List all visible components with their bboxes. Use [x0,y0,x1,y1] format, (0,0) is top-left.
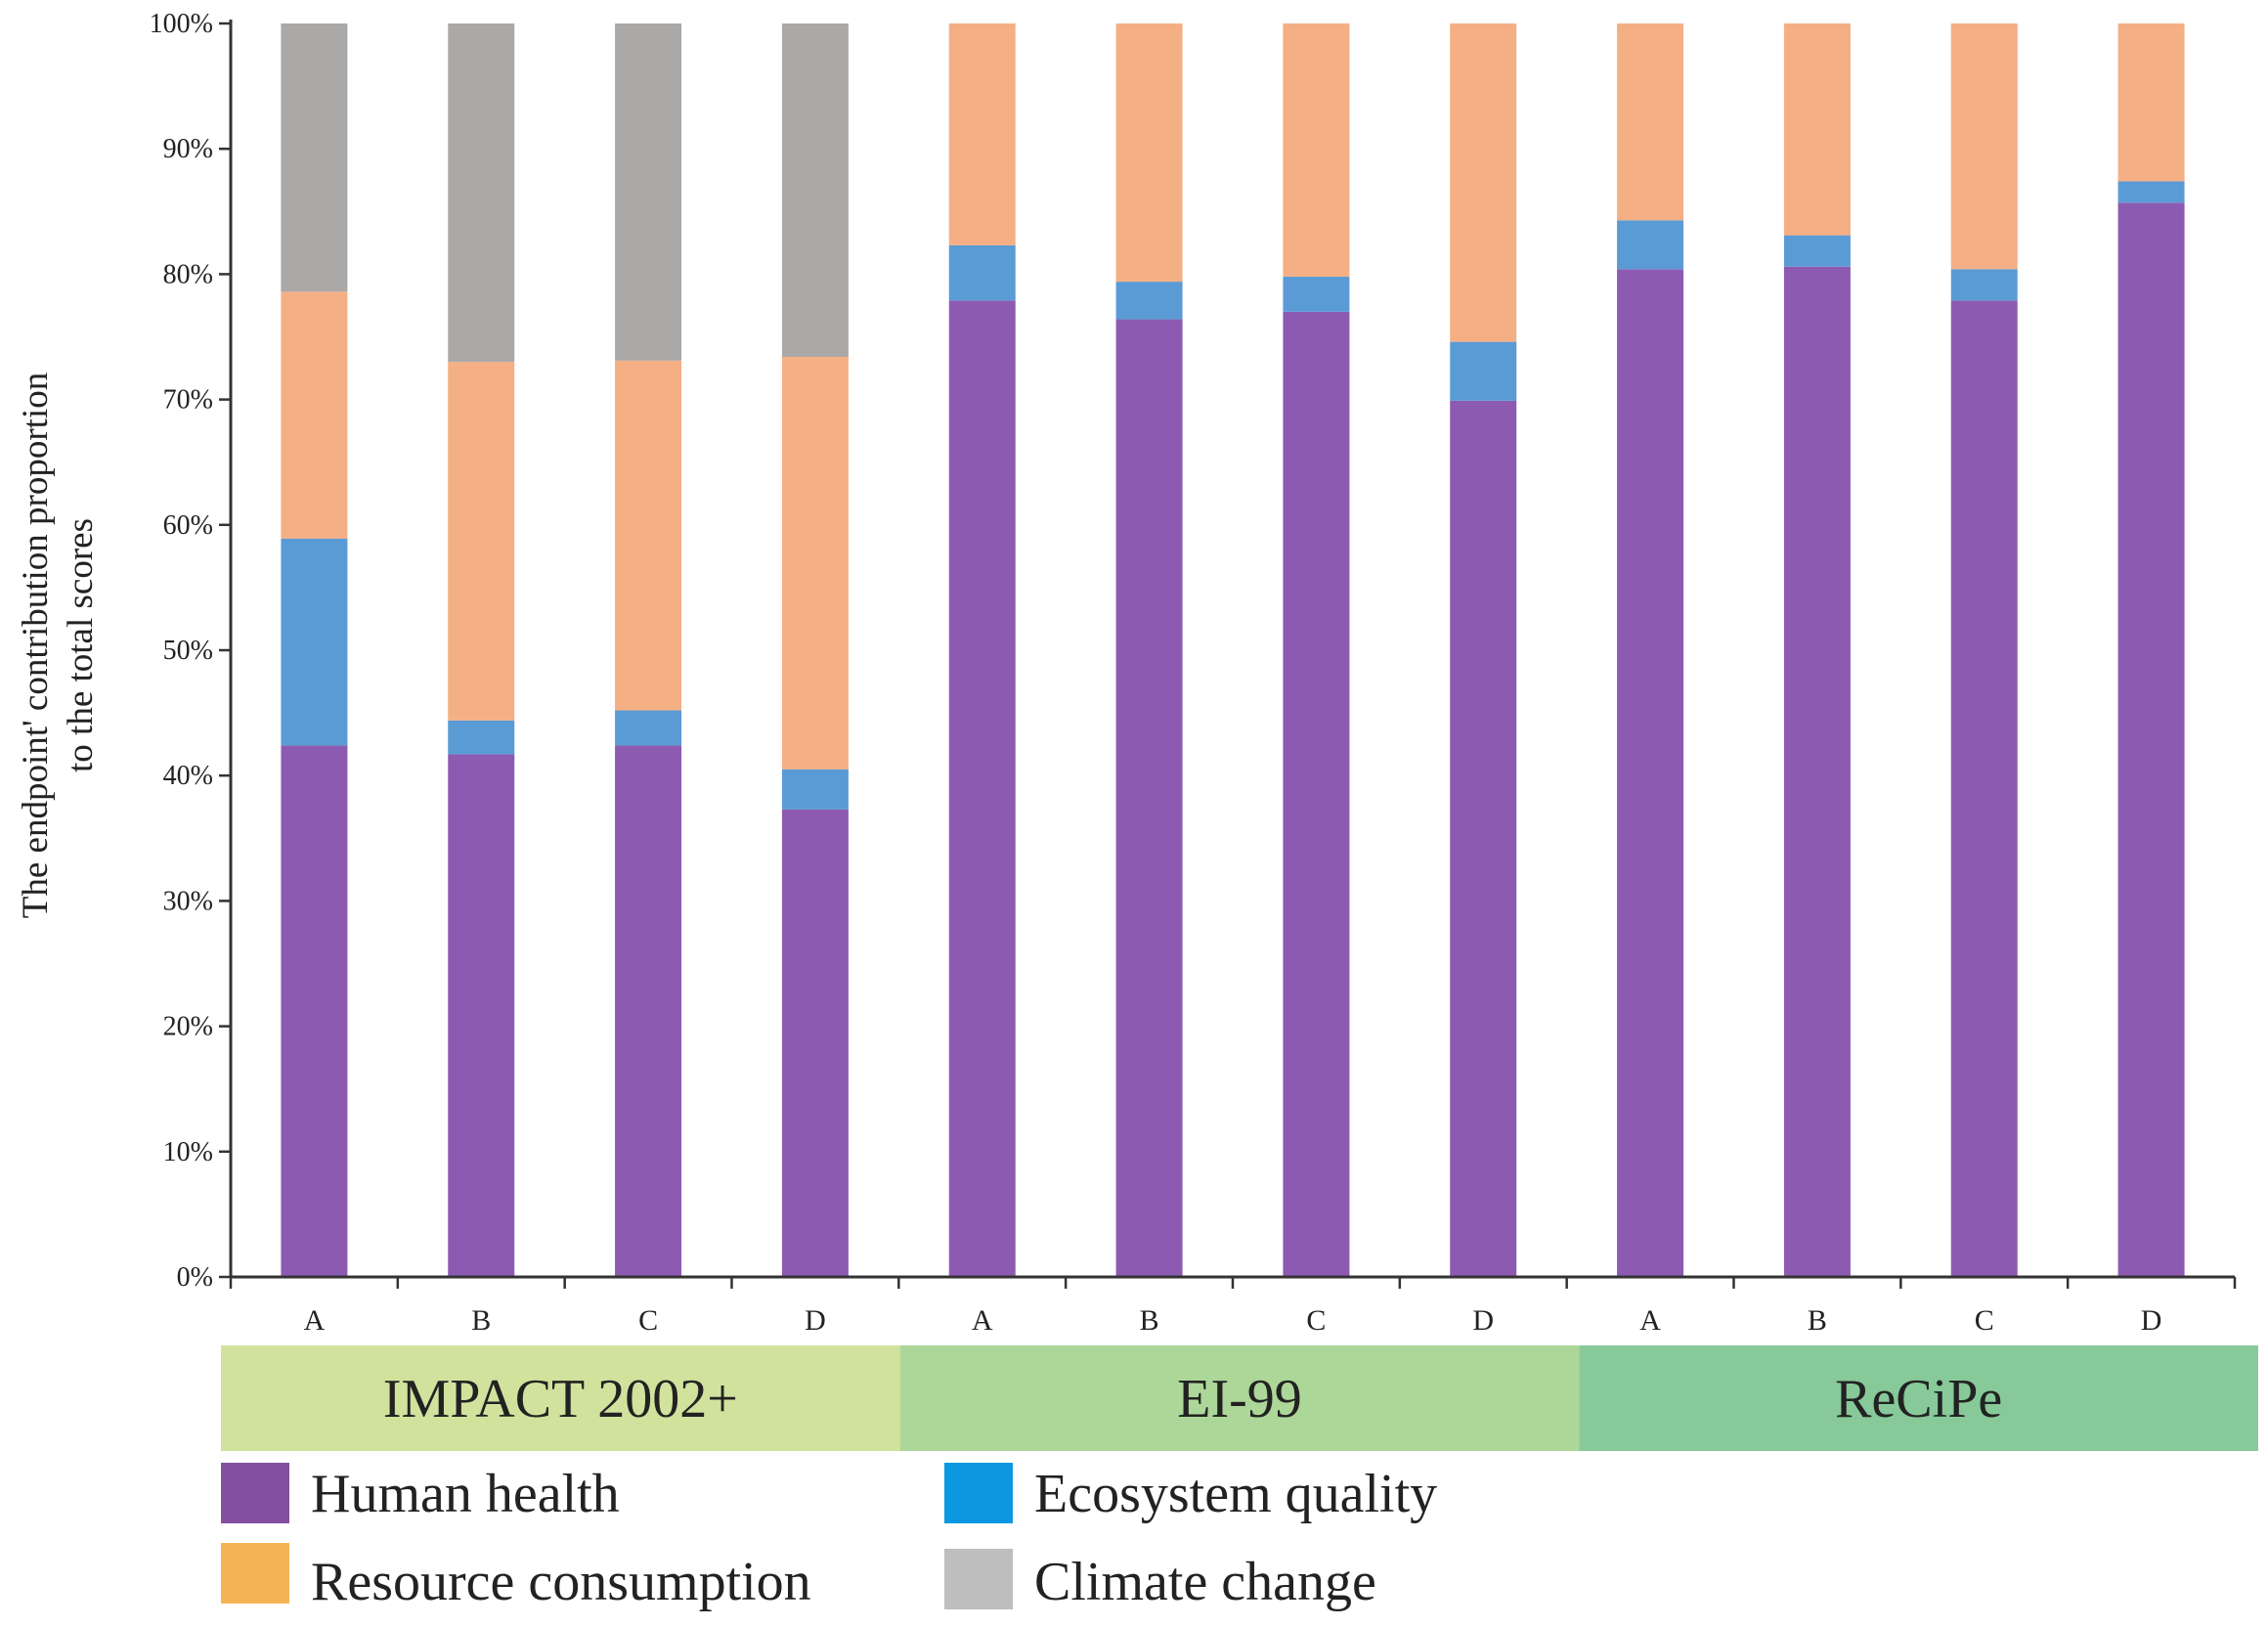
y-tick-label-1: 10% [163,1137,213,1167]
legend-label-3: Climate change [1034,1552,1376,1612]
bar-segment-resource-consumption-3 [781,357,849,770]
bar-segment-resource-consumption-10 [1950,23,2018,270]
bar-segment-ecosystem-quality-11 [2117,181,2185,203]
bar-segment-ecosystem-quality-0 [281,538,348,746]
y-tick-label-2: 20% [163,1012,213,1042]
x-tick-label-11: D [2141,1304,2162,1337]
method-band-0 [221,1345,900,1451]
bar-segment-ecosystem-quality-1 [448,720,515,755]
x-tick-label-5: B [1140,1304,1159,1337]
bar-segment-ecosystem-quality-5 [1115,282,1183,320]
legend: Human health Ecosystem quality Resource co… [221,1463,1437,1612]
x-tick-label-0: A [304,1304,326,1337]
legend-swatch-1 [944,1463,1013,1523]
legend-label-2: Resource consumption [311,1552,811,1612]
y-axis-label-line-1: The endpoint' contribution proportion [16,373,56,919]
bar-segment-climate-change-1 [448,23,515,363]
y-tick-label-5: 50% [163,636,213,666]
x-tick-label-2: C [638,1304,658,1337]
y-tick-label-0: 0% [177,1262,213,1293]
bar-segment-resource-consumption-8 [1617,23,1684,221]
bar-segment-ecosystem-quality-9 [1783,235,1851,267]
x-tick-label-8: A [1639,1304,1661,1337]
y-tick-label-7: 70% [163,385,213,416]
bar-segment-climate-change-3 [781,23,849,358]
x-tick-label-9: B [1808,1304,1827,1337]
bars-layer [281,23,2185,1278]
y-tick-label-3: 30% [163,886,213,916]
y-tick-label-9: 90% [163,134,213,164]
y-tick-label-10: 100% [150,9,213,39]
bar-segment-ecosystem-quality-8 [1617,220,1684,270]
y-tick-label-8: 80% [163,259,213,289]
bar-segment-human-health-9 [1783,266,1851,1278]
bar-segment-ecosystem-quality-2 [615,710,682,746]
bar-segment-ecosystem-quality-7 [1450,341,1517,401]
bar-segment-human-health-10 [1950,300,2018,1277]
bar-segment-resource-consumption-5 [1115,23,1183,283]
y-tick-label-6: 60% [163,510,213,541]
axes-layer: 0% 10% 20% 30% 40% 50% 60% 70% 80% 90% 100% A B C D A B C… [150,9,2237,1337]
legend-label-0: Human health [311,1464,620,1524]
method-groups: IMPACT 2002+ EI-99 ReCiPe [221,1345,2258,1451]
bar-segment-resource-consumption-7 [1450,23,1517,342]
legend-swatch-2 [221,1543,289,1604]
bar-segment-resource-consumption-1 [448,362,515,721]
legend-label-1: Ecosystem quality [1034,1464,1437,1524]
bar-segment-resource-consumption-6 [1283,23,1350,277]
bar-segment-resource-consumption-2 [615,360,682,711]
y-tick-label-4: 40% [163,761,213,791]
bar-segment-resource-consumption-0 [281,291,348,539]
method-band-2 [1579,1345,2258,1451]
method-label-1: EI-99 [1177,1369,1302,1429]
bar-segment-resource-consumption-9 [1783,23,1851,236]
legend-swatch-0 [221,1463,289,1523]
x-tick-label-7: D [1472,1304,1494,1337]
bar-segment-human-health-8 [1617,269,1684,1277]
bar-segment-human-health-2 [615,745,682,1277]
bar-segment-climate-change-0 [281,23,348,292]
x-tick-label-1: B [471,1304,491,1337]
bar-segment-human-health-3 [781,809,849,1277]
bar-segment-human-health-1 [448,754,515,1277]
x-tick-label-3: D [805,1304,826,1337]
bar-segment-human-health-7 [1450,400,1517,1277]
bar-segment-ecosystem-quality-6 [1283,276,1350,312]
method-band-1 [899,1345,1580,1451]
method-label-2: ReCiPe [1835,1369,2002,1429]
bar-segment-ecosystem-quality-4 [948,244,1016,301]
bar-segment-human-health-0 [281,745,348,1277]
x-tick-label-4: A [972,1304,993,1337]
bar-segment-resource-consumption-4 [948,23,1016,245]
bar-segment-resource-consumption-11 [2117,23,2185,182]
y-axis-label-line-2: to the total scores [61,518,101,772]
bar-segment-human-health-6 [1283,311,1350,1277]
bar-segment-ecosystem-quality-10 [1950,269,2018,301]
x-tick-label-6: C [1306,1304,1326,1337]
bar-segment-human-health-5 [1115,319,1183,1277]
bar-segment-ecosystem-quality-3 [781,769,849,810]
method-label-0: IMPACT 2002+ [383,1369,738,1429]
legend-swatch-3 [944,1549,1013,1609]
bar-segment-climate-change-2 [615,23,682,361]
x-tick-label-10: C [1975,1304,1994,1337]
bar-segment-human-health-11 [2117,202,2185,1278]
bar-segment-human-health-4 [948,300,1016,1277]
